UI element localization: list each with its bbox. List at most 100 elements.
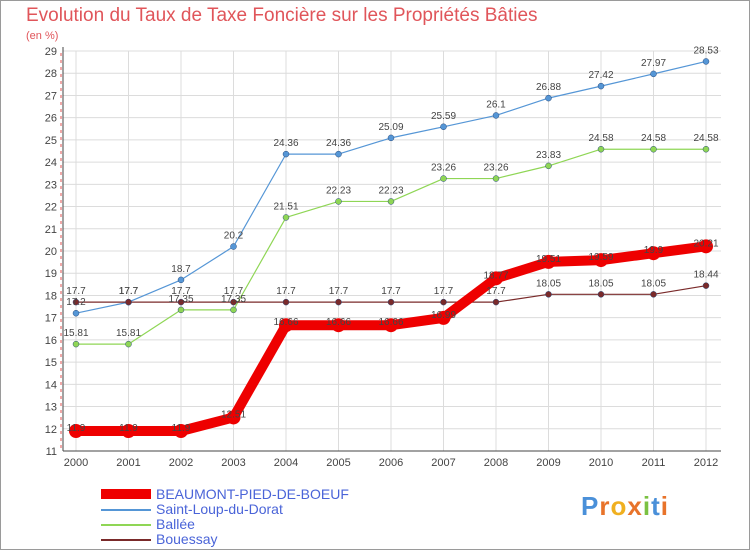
y-tick-label: 25: [45, 135, 57, 147]
data-label-0: 19.51: [536, 254, 561, 265]
legend-swatch-bouessay: [101, 539, 151, 541]
data-label-0: 11.9: [172, 423, 191, 434]
data-point-2: [177, 306, 185, 314]
data-point-0: [226, 410, 241, 425]
data-label-2: 15.81: [116, 328, 141, 339]
logo-letter: t: [651, 491, 661, 521]
data-label-1: 26.1: [486, 99, 506, 110]
data-label-0: 18.77: [483, 270, 508, 281]
data-label-0: 19.59: [588, 252, 613, 263]
y-tick-label: 27: [45, 90, 57, 102]
data-point-2: [387, 198, 395, 205]
logo-letter: i: [642, 491, 652, 521]
data-point-3: [492, 298, 500, 306]
x-tick-label: 2008: [484, 457, 508, 469]
y-tick-label: 11: [46, 446, 57, 458]
data-label-2: 24.58: [693, 133, 718, 144]
data-point-1: [387, 134, 395, 142]
data-label-3: 18.05: [641, 278, 666, 289]
data-label-2: 15.81: [63, 328, 88, 339]
data-point-2: [597, 145, 605, 153]
data-point-3: [125, 298, 132, 306]
data-point-1: [650, 70, 657, 78]
data-point-2: [125, 340, 132, 348]
data-point-3: [545, 291, 552, 298]
data-point-0: [436, 310, 451, 325]
data-point-3: [597, 291, 605, 298]
data-point-1: [597, 82, 605, 90]
data-label-1: 25.59: [431, 111, 456, 122]
data-label-3: 17.7: [119, 286, 139, 297]
data-label-2: 24.58: [641, 133, 666, 144]
data-point-3: [177, 298, 185, 306]
data-label-0: 20.21: [693, 238, 718, 249]
data-point-0: [541, 254, 556, 269]
y-tick-label: 12: [45, 424, 57, 436]
data-label-3: 17.7: [224, 286, 244, 297]
y-tick-label: 29: [45, 46, 57, 58]
data-label-2: 23.26: [431, 163, 456, 174]
data-point-1: [440, 123, 447, 131]
data-point-3: [72, 298, 80, 306]
data-label-2: 23.83: [536, 150, 561, 161]
data-label-3: 18.05: [536, 278, 561, 289]
data-label-2: 17.35: [221, 294, 246, 305]
x-tick-label: 2009: [536, 457, 560, 469]
y-tick-label: 23: [45, 179, 57, 191]
data-point-3: [230, 298, 237, 306]
data-point-0: [489, 271, 503, 286]
x-tick-label: 2000: [64, 457, 88, 469]
legend-label-bouessay: Bouessay: [156, 531, 218, 547]
y-tick-label: 24: [45, 157, 57, 169]
x-tick-label: 2005: [326, 457, 350, 469]
data-label-3: 17.7: [329, 286, 349, 297]
x-tick-label: 2001: [116, 457, 140, 469]
data-label-2: 23.26: [483, 163, 508, 174]
data-point-0: [121, 424, 136, 438]
data-label-1: 17.2: [66, 297, 86, 308]
data-point-3: [387, 298, 395, 306]
data-label-1: 27.42: [588, 70, 613, 81]
data-label-1: 27.97: [641, 58, 666, 69]
data-point-2: [282, 214, 290, 221]
y-tick-label: 14: [45, 379, 57, 391]
data-label-1: 17.7: [119, 286, 139, 297]
logo-letter: r: [599, 491, 611, 521]
data-label-3: 17.7: [486, 286, 506, 297]
data-point-3: [650, 291, 657, 298]
data-label-1: 24.36: [326, 138, 351, 149]
data-point-1: [335, 150, 342, 158]
data-label-2: 22.23: [326, 185, 351, 196]
data-point-0: [174, 424, 188, 438]
y-tick-label: 28: [45, 68, 57, 80]
legend-label-saint-loup: Saint-Loup-du-Dorat: [156, 501, 283, 517]
chart-title: Evolution du Taux de Taxe Foncière sur l…: [26, 5, 538, 26]
data-label-1: 18.7: [171, 264, 191, 275]
y-tick-label: 20: [45, 246, 57, 258]
logo-letter: P: [581, 491, 600, 521]
legend-label-beaumont: BEAUMONT-PIED-DE-BOEUF: [156, 486, 349, 502]
data-label-0: 16.66: [378, 317, 403, 328]
data-label-0: 12.51: [221, 409, 246, 420]
data-point-3: [335, 298, 342, 306]
x-tick-label: 2006: [379, 457, 403, 469]
x-tick-label: 2003: [221, 457, 245, 469]
y-tick-label: 17: [45, 313, 57, 325]
data-label-1: 26.88: [536, 82, 561, 93]
data-point-2: [545, 162, 552, 170]
data-label-3: 17.7: [381, 286, 401, 297]
data-point-1: [72, 309, 80, 317]
data-point-2: [492, 175, 500, 182]
data-label-0: 19.9: [644, 245, 664, 256]
data-label-2: 22.23: [378, 185, 403, 196]
data-label-0: 16.66: [273, 317, 298, 328]
y-tick-label: 16: [45, 335, 57, 347]
x-tick-label: 2004: [274, 457, 298, 469]
x-tick-label: 2007: [431, 457, 455, 469]
data-label-1: 25.09: [378, 122, 403, 133]
y-axis-unit-label: (en %): [26, 30, 59, 42]
data-point-0: [384, 318, 398, 333]
legend-label-ballee: Ballée: [156, 516, 195, 532]
data-label-3: 17.7: [276, 286, 296, 297]
data-label-0: 16.99: [431, 310, 456, 321]
